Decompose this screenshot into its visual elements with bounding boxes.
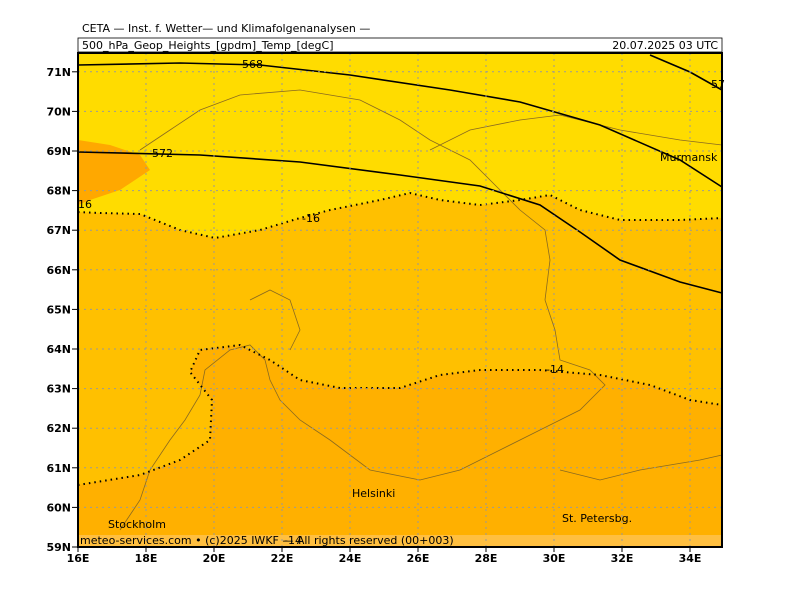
city-label: Stockholm (108, 518, 166, 531)
contour-label: 16 (78, 198, 92, 211)
contour-label: -14 (546, 363, 564, 376)
lon-label: 22E (271, 552, 294, 565)
lon-label: 26E (407, 552, 430, 565)
lat-label: 63N (46, 383, 71, 396)
lon-label: 34E (679, 552, 702, 565)
contour-label: -14 (284, 534, 302, 547)
city-label: Helsinki (352, 487, 395, 500)
contour-label: 568 (242, 58, 263, 71)
lon-label: 18E (135, 552, 158, 565)
institute: CETA — Inst. f. Wetter— und Klimafolgena… (82, 22, 370, 35)
temp-contour (77, 343, 723, 486)
lat-label: 62N (46, 422, 71, 435)
map-area: 568 572 57 -16 16 -14 -14 Murmansk Helsi… (77, 52, 725, 548)
lat-label: 71N (46, 66, 71, 79)
valid-time: 20.07.2025 03 UTC (612, 39, 718, 52)
lat-label: 67N (46, 224, 71, 237)
footer-credit: meteo-services.com • (c)2025 IWKF — All … (80, 534, 454, 547)
height-contour (77, 151, 723, 294)
contour-label: 572 (152, 147, 173, 160)
lon-label: 24E (339, 552, 362, 565)
lat-label: 65N (46, 303, 71, 316)
zone-dark-orange (78, 345, 722, 547)
lon-label: 16E (67, 552, 90, 565)
coastline (429, 114, 723, 151)
lat-label: 64N (46, 343, 71, 356)
lon-label: 20E (203, 552, 226, 565)
lat-label: 66N (46, 264, 71, 277)
lat-label: 68N (46, 185, 71, 198)
footer-strip (78, 535, 722, 547)
lat-label: 70N (46, 105, 71, 118)
border (249, 289, 301, 351)
lat-label: 69N (46, 145, 71, 158)
lon-label: 32E (611, 552, 634, 565)
lon-label: 30E (543, 552, 566, 565)
coastline (119, 89, 606, 531)
city-label: St. Petersbg. (562, 512, 632, 525)
contour-label: -16 (302, 212, 320, 225)
temp-contour (77, 191, 723, 240)
field-name: 500_hPa_Geop_Heights_[gpdm]_Temp_[degC] (82, 39, 334, 52)
city-label: Murmansk (660, 151, 718, 164)
map-frame (77, 52, 723, 548)
coastline (559, 454, 723, 481)
lat-label: 60N (46, 501, 71, 514)
zone-warm-patch (78, 140, 150, 205)
lat-label: 61N (46, 462, 71, 475)
height-contour (77, 62, 723, 188)
lat-label: 59N (46, 541, 71, 554)
lon-label: 28E (475, 552, 498, 565)
